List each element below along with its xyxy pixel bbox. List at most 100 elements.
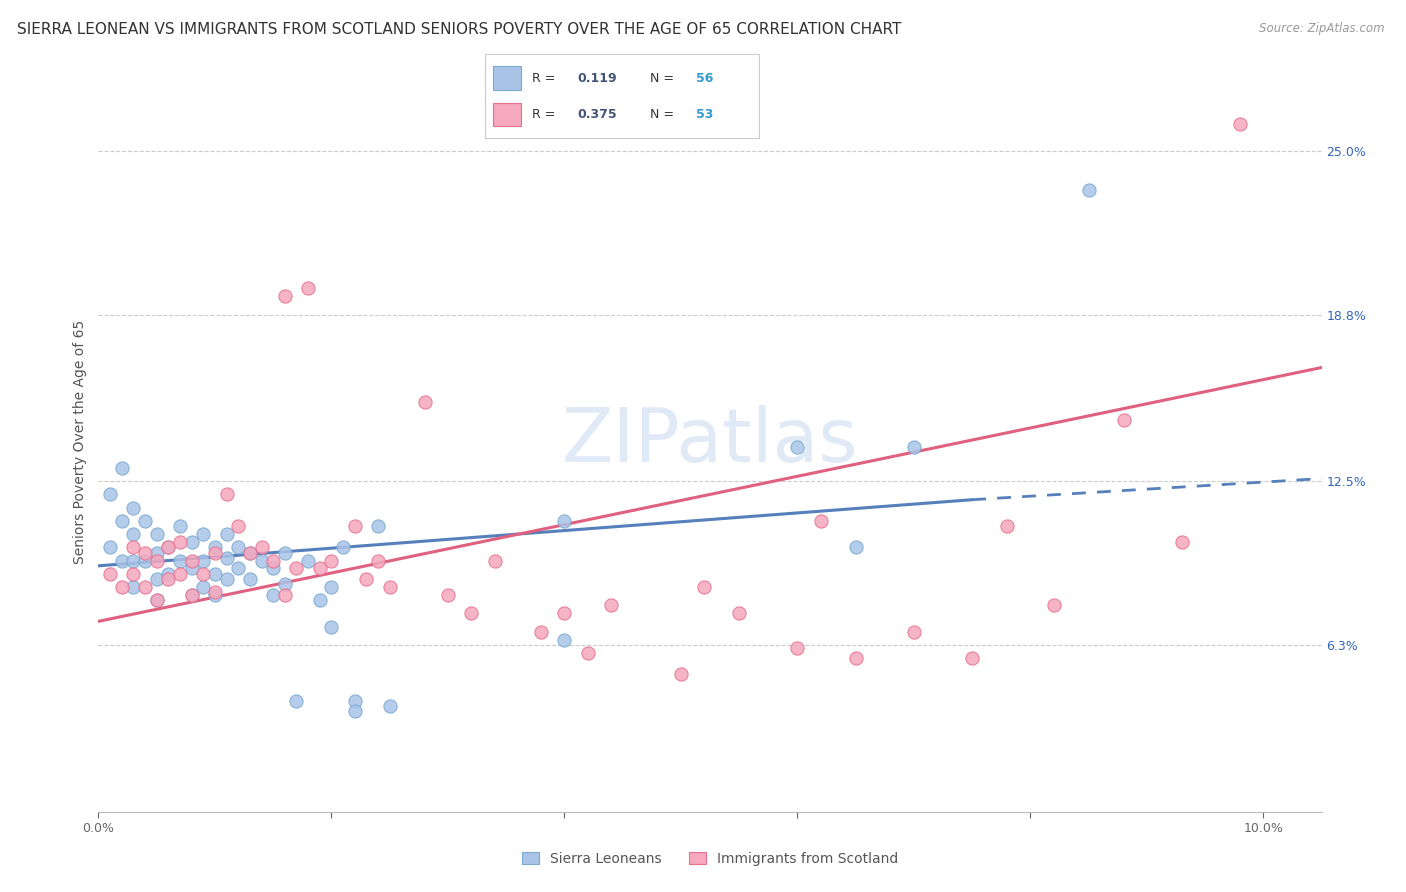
Point [180,553,202,567]
Point [98,541,121,555]
Point [122,580,145,594]
Point [356,572,378,586]
Point [553,607,575,621]
Text: SIERRA LEONEAN VS IMMIGRANTS FROM SCOTLAND SENIORS POVERTY OVER THE AGE OF 65 CO: SIERRA LEONEAN VS IMMIGRANTS FROM SCOTLA… [17,22,901,37]
Text: 53: 53 [696,108,714,121]
Point [903,440,925,454]
Point [530,624,553,639]
Point [437,588,460,602]
Point [343,704,366,718]
Point [1171,535,1194,549]
Point [145,527,167,541]
Point [169,553,191,567]
Point [728,607,751,621]
Legend: Sierra Leoneans, Immigrants from Scotland: Sierra Leoneans, Immigrants from Scotlan… [516,847,904,871]
Point [332,541,354,555]
Point [122,553,145,567]
Point [553,632,575,647]
Point [845,651,868,665]
Point [1042,599,1064,613]
Point [484,553,506,567]
Point [193,553,215,567]
Point [169,535,191,549]
Point [297,281,319,295]
Point [145,593,167,607]
Point [157,572,180,586]
Point [576,646,599,660]
Point [669,667,692,681]
Point [226,519,249,533]
Point [157,541,180,555]
Point [308,593,330,607]
Point [810,514,832,528]
Point [262,588,284,602]
Point [297,553,319,567]
Point [226,561,249,575]
Point [215,550,238,565]
Point [180,535,202,549]
Point [786,640,808,655]
Point [134,580,156,594]
Point [145,572,167,586]
Point [262,561,284,575]
Point [134,514,156,528]
Point [1077,183,1099,197]
Point [995,519,1018,533]
Point [285,694,308,708]
Point [193,527,215,541]
Point [378,580,401,594]
Point [226,541,249,555]
Point [180,588,202,602]
Text: 56: 56 [696,71,714,85]
Point [169,519,191,533]
Point [122,541,145,555]
Point [413,395,436,409]
Point [239,546,262,560]
Point [460,607,482,621]
Point [285,561,308,575]
Point [98,566,121,581]
FancyBboxPatch shape [494,103,520,127]
Point [693,580,716,594]
Point [250,541,273,555]
Point [111,514,134,528]
Point [134,546,156,560]
Point [111,553,134,567]
Point [193,566,215,581]
Point [204,585,226,599]
Point [343,694,366,708]
Point [553,514,575,528]
Point [215,487,238,501]
Text: 0.119: 0.119 [576,71,617,85]
Point [157,566,180,581]
Point [239,546,262,560]
Point [193,580,215,594]
Point [1112,413,1135,427]
Text: N =: N = [650,108,678,121]
Text: R =: R = [531,108,560,121]
Point [204,566,226,581]
Point [308,561,330,575]
Text: 0.375: 0.375 [576,108,617,121]
Point [274,577,297,591]
Point [122,566,145,581]
Point [960,651,983,665]
Point [845,541,868,555]
Point [111,580,134,594]
Point [215,572,238,586]
Point [367,519,389,533]
Point [1229,117,1251,131]
Point [786,440,808,454]
Y-axis label: Seniors Poverty Over the Age of 65: Seniors Poverty Over the Age of 65 [73,319,87,564]
Point [204,588,226,602]
Point [274,588,297,602]
Point [321,619,343,633]
Point [145,546,167,560]
Point [600,599,623,613]
Point [180,588,202,602]
Point [903,624,925,639]
Point [134,553,156,567]
Point [367,553,389,567]
Point [98,487,121,501]
Point [378,698,401,713]
